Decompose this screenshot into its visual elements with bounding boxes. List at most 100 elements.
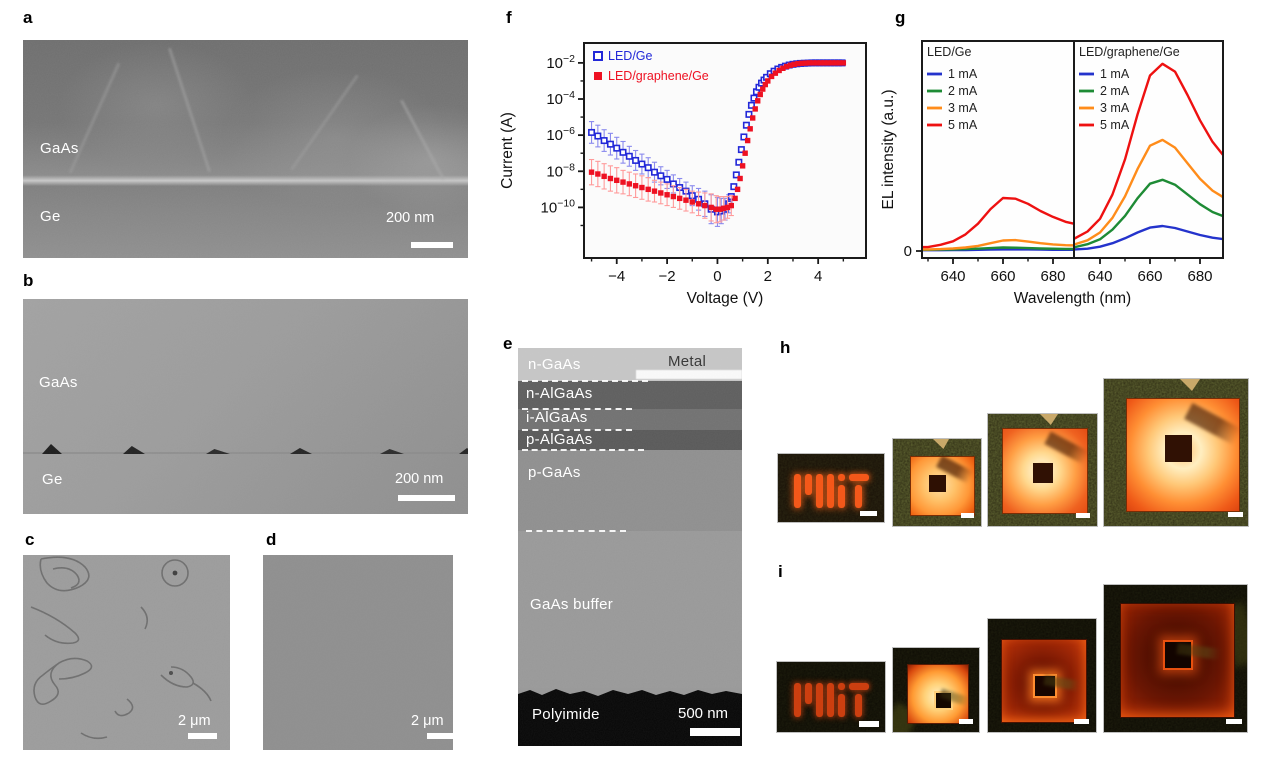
led-mesa	[1120, 603, 1235, 718]
defect-streak	[400, 99, 445, 181]
svg-text:LED/graphene/Ge: LED/graphene/Ge	[1079, 45, 1180, 59]
panel-letter-i: i	[778, 562, 783, 581]
svg-text:640: 640	[1087, 268, 1112, 285]
el-spectra-chart: 640 660 680 LED/Ge 1 mA 2 mA 3 mA 5 mA 640 660 680…	[880, 40, 1224, 307]
spectra-led-graphene-ge	[1075, 62, 1222, 251]
svg-text:EL intensity (a.u.): EL intensity (a.u.)	[880, 89, 897, 209]
sem-image-e: n-GaAs Metal n-AlGaAs i-AlGaAs p-AlGaAs …	[518, 348, 742, 746]
svg-text:Current (A): Current (A)	[499, 112, 516, 189]
svg-text:10−8: 10−8	[546, 161, 575, 180]
layer-divider	[522, 449, 644, 451]
led-mesa	[1001, 639, 1087, 723]
svg-text:2 mA: 2 mA	[1100, 84, 1130, 98]
panel-letter-c: c	[25, 530, 35, 549]
svg-text:2 mA: 2 mA	[948, 84, 978, 98]
svg-text:660: 660	[1137, 268, 1162, 285]
layer-label-p-gaas: p-GaAs	[528, 464, 581, 481]
region-label-ge: Ge	[40, 208, 61, 225]
svg-text:1 mA: 1 mA	[948, 67, 978, 81]
el-photo-h-square-medium	[987, 413, 1098, 527]
scalebar	[1226, 719, 1242, 724]
svg-text:680: 680	[1040, 268, 1065, 285]
sem-image-a: GaAs Ge 200 nm	[23, 40, 468, 258]
layer-divider	[526, 530, 626, 532]
panel-letter-d: d	[266, 530, 277, 549]
panel-letter-g: g	[895, 8, 906, 27]
scalebar	[961, 513, 974, 518]
svg-text:5 mA: 5 mA	[1100, 118, 1130, 132]
region-label-ge: Ge	[42, 471, 63, 488]
probe-tip	[933, 439, 949, 449]
iv-curve-chart: −4 −2 0 2 4 10−2 10−4 10−6 10−8 10−10 LED/Ge LED/gr…	[499, 42, 867, 307]
svg-text:LED/Ge: LED/Ge	[608, 49, 653, 63]
scalebar-label: 200 nm	[386, 210, 435, 226]
layer-label-gaas-buffer: GaAs buffer	[530, 596, 614, 613]
svg-text:LED/Ge: LED/Ge	[927, 45, 972, 59]
svg-text:10−10: 10−10	[541, 197, 576, 216]
svg-text:680: 680	[1187, 268, 1212, 285]
svg-text:Voltage (V): Voltage (V)	[687, 290, 764, 307]
interface-island	[290, 448, 312, 454]
scalebar-label: 500 nm	[678, 705, 729, 722]
layer-label-metal: Metal	[668, 353, 707, 370]
svg-text:Wavelength (nm): Wavelength (nm)	[1014, 290, 1131, 307]
layer-label-n-gaas: n-GaAs	[528, 356, 581, 373]
el-photo-i-mit	[776, 661, 886, 733]
sem-image-d: 2 μm	[263, 555, 453, 750]
svg-text:4: 4	[814, 268, 822, 285]
led-mesa	[907, 664, 971, 724]
scalebar	[1076, 513, 1090, 518]
layer-divider	[522, 380, 648, 382]
led-mesa	[910, 455, 975, 516]
spectra-led-ge	[923, 196, 1073, 252]
svg-text:LED/graphene/Ge: LED/graphene/Ge	[608, 69, 709, 83]
region-label-gaas: GaAs	[40, 140, 79, 157]
el-photo-i-square-small	[892, 647, 980, 733]
el-photo-h-mit	[777, 453, 885, 523]
scalebar	[1074, 719, 1089, 724]
panel-letter-e: e	[503, 334, 513, 353]
svg-text:5 mA: 5 mA	[948, 118, 978, 132]
svg-text:−2: −2	[659, 268, 676, 285]
svg-text:2: 2	[764, 268, 772, 285]
panel-letter-f: f	[506, 8, 512, 27]
probe-tip	[1040, 414, 1058, 425]
scalebar	[398, 495, 455, 501]
contact-hole	[1033, 463, 1053, 483]
svg-text:0: 0	[904, 243, 912, 260]
layer-p-gaas	[518, 450, 742, 531]
el-photo-i-square-medium	[987, 618, 1097, 733]
layer-label-polyimide: Polyimide	[532, 706, 600, 723]
sem-image-c: 2 μm	[23, 555, 230, 750]
defect-streak	[167, 47, 212, 173]
scalebar	[859, 721, 879, 727]
el-photo-h-square-large	[1103, 378, 1249, 527]
series-led-graphene-ge	[588, 60, 847, 224]
svg-text:640: 640	[940, 268, 965, 285]
layer-label-p-algaas: p-AlGaAs	[526, 431, 593, 448]
svg-text:3 mA: 3 mA	[948, 101, 978, 115]
svg-text:10−4: 10−4	[546, 89, 575, 108]
svg-text:3 mA: 3 mA	[1100, 101, 1130, 115]
svg-text:10−2: 10−2	[546, 53, 575, 72]
scalebar-label: 2 μm	[411, 713, 444, 729]
layer-label-i-algaas: i-AlGaAs	[526, 409, 588, 426]
led-mesa	[1126, 398, 1242, 512]
scalebar-label: 200 nm	[395, 471, 444, 487]
contact-hole	[929, 475, 946, 492]
metal-layer	[636, 370, 742, 379]
panel-letter-h: h	[780, 338, 791, 357]
svg-text:−4: −4	[608, 268, 625, 285]
contact-hole	[1165, 435, 1192, 462]
probe-tip	[1180, 379, 1200, 391]
scalebar	[188, 733, 217, 739]
sem-image-b: GaAs Ge 200 nm	[23, 299, 468, 514]
scalebar	[690, 728, 740, 736]
svg-text:660: 660	[990, 268, 1015, 285]
el-photo-i-square-large	[1103, 584, 1248, 733]
region-label-gaas: GaAs	[39, 374, 78, 391]
scalebar-label: 2 μm	[178, 713, 211, 729]
panel-letter-a: a	[23, 8, 33, 27]
el-photo-h-square-small	[892, 438, 982, 527]
interface-island	[459, 448, 468, 454]
